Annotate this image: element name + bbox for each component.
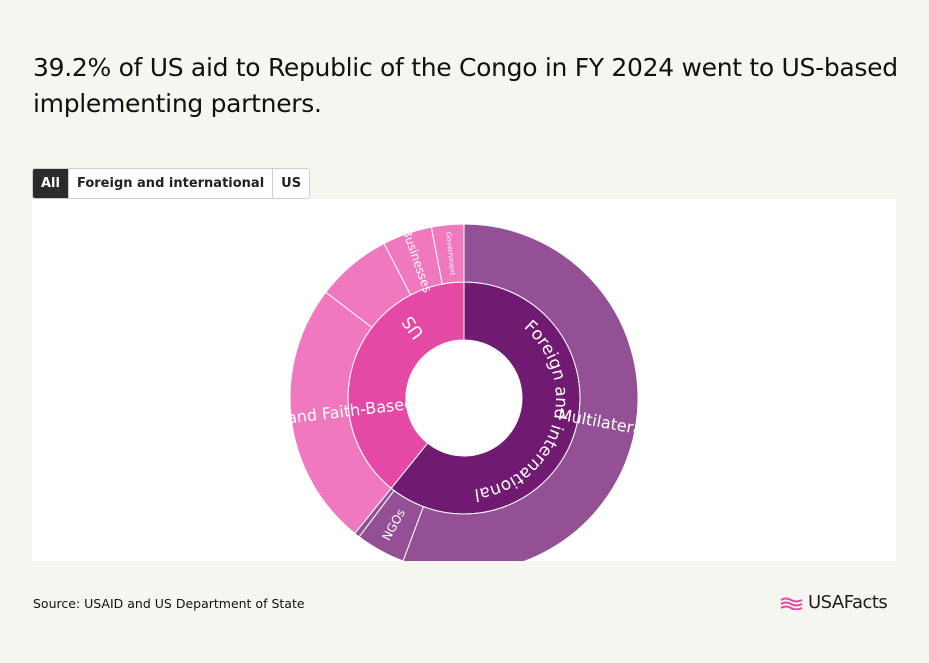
chart-title: 39.2% of US aid to Republic of the Congo… [33,53,898,118]
outer-segment-church-and-faith-based[interactable] [289,291,392,535]
flag-icon [780,597,803,610]
outer-segment-multilaterals[interactable] [402,223,639,561]
usafacts-logo: USAFacts [780,592,888,613]
tab-us[interactable]: US [281,176,302,191]
source-note: Source: USAID and US Department of State [33,596,305,611]
filter-tabs: All Foreign and international US [32,168,311,199]
brand-name: USAFacts [808,592,888,613]
tab-all[interactable]: All [33,169,69,198]
sunburst-chart: Foreign and internationalUSMultilaterals… [225,223,657,561]
outer-segment-government[interactable] [430,223,465,285]
tab-foreign-and-international[interactable]: Foreign and international [69,169,274,198]
chart-area: Foreign and international US Multilaterals… [32,199,896,561]
